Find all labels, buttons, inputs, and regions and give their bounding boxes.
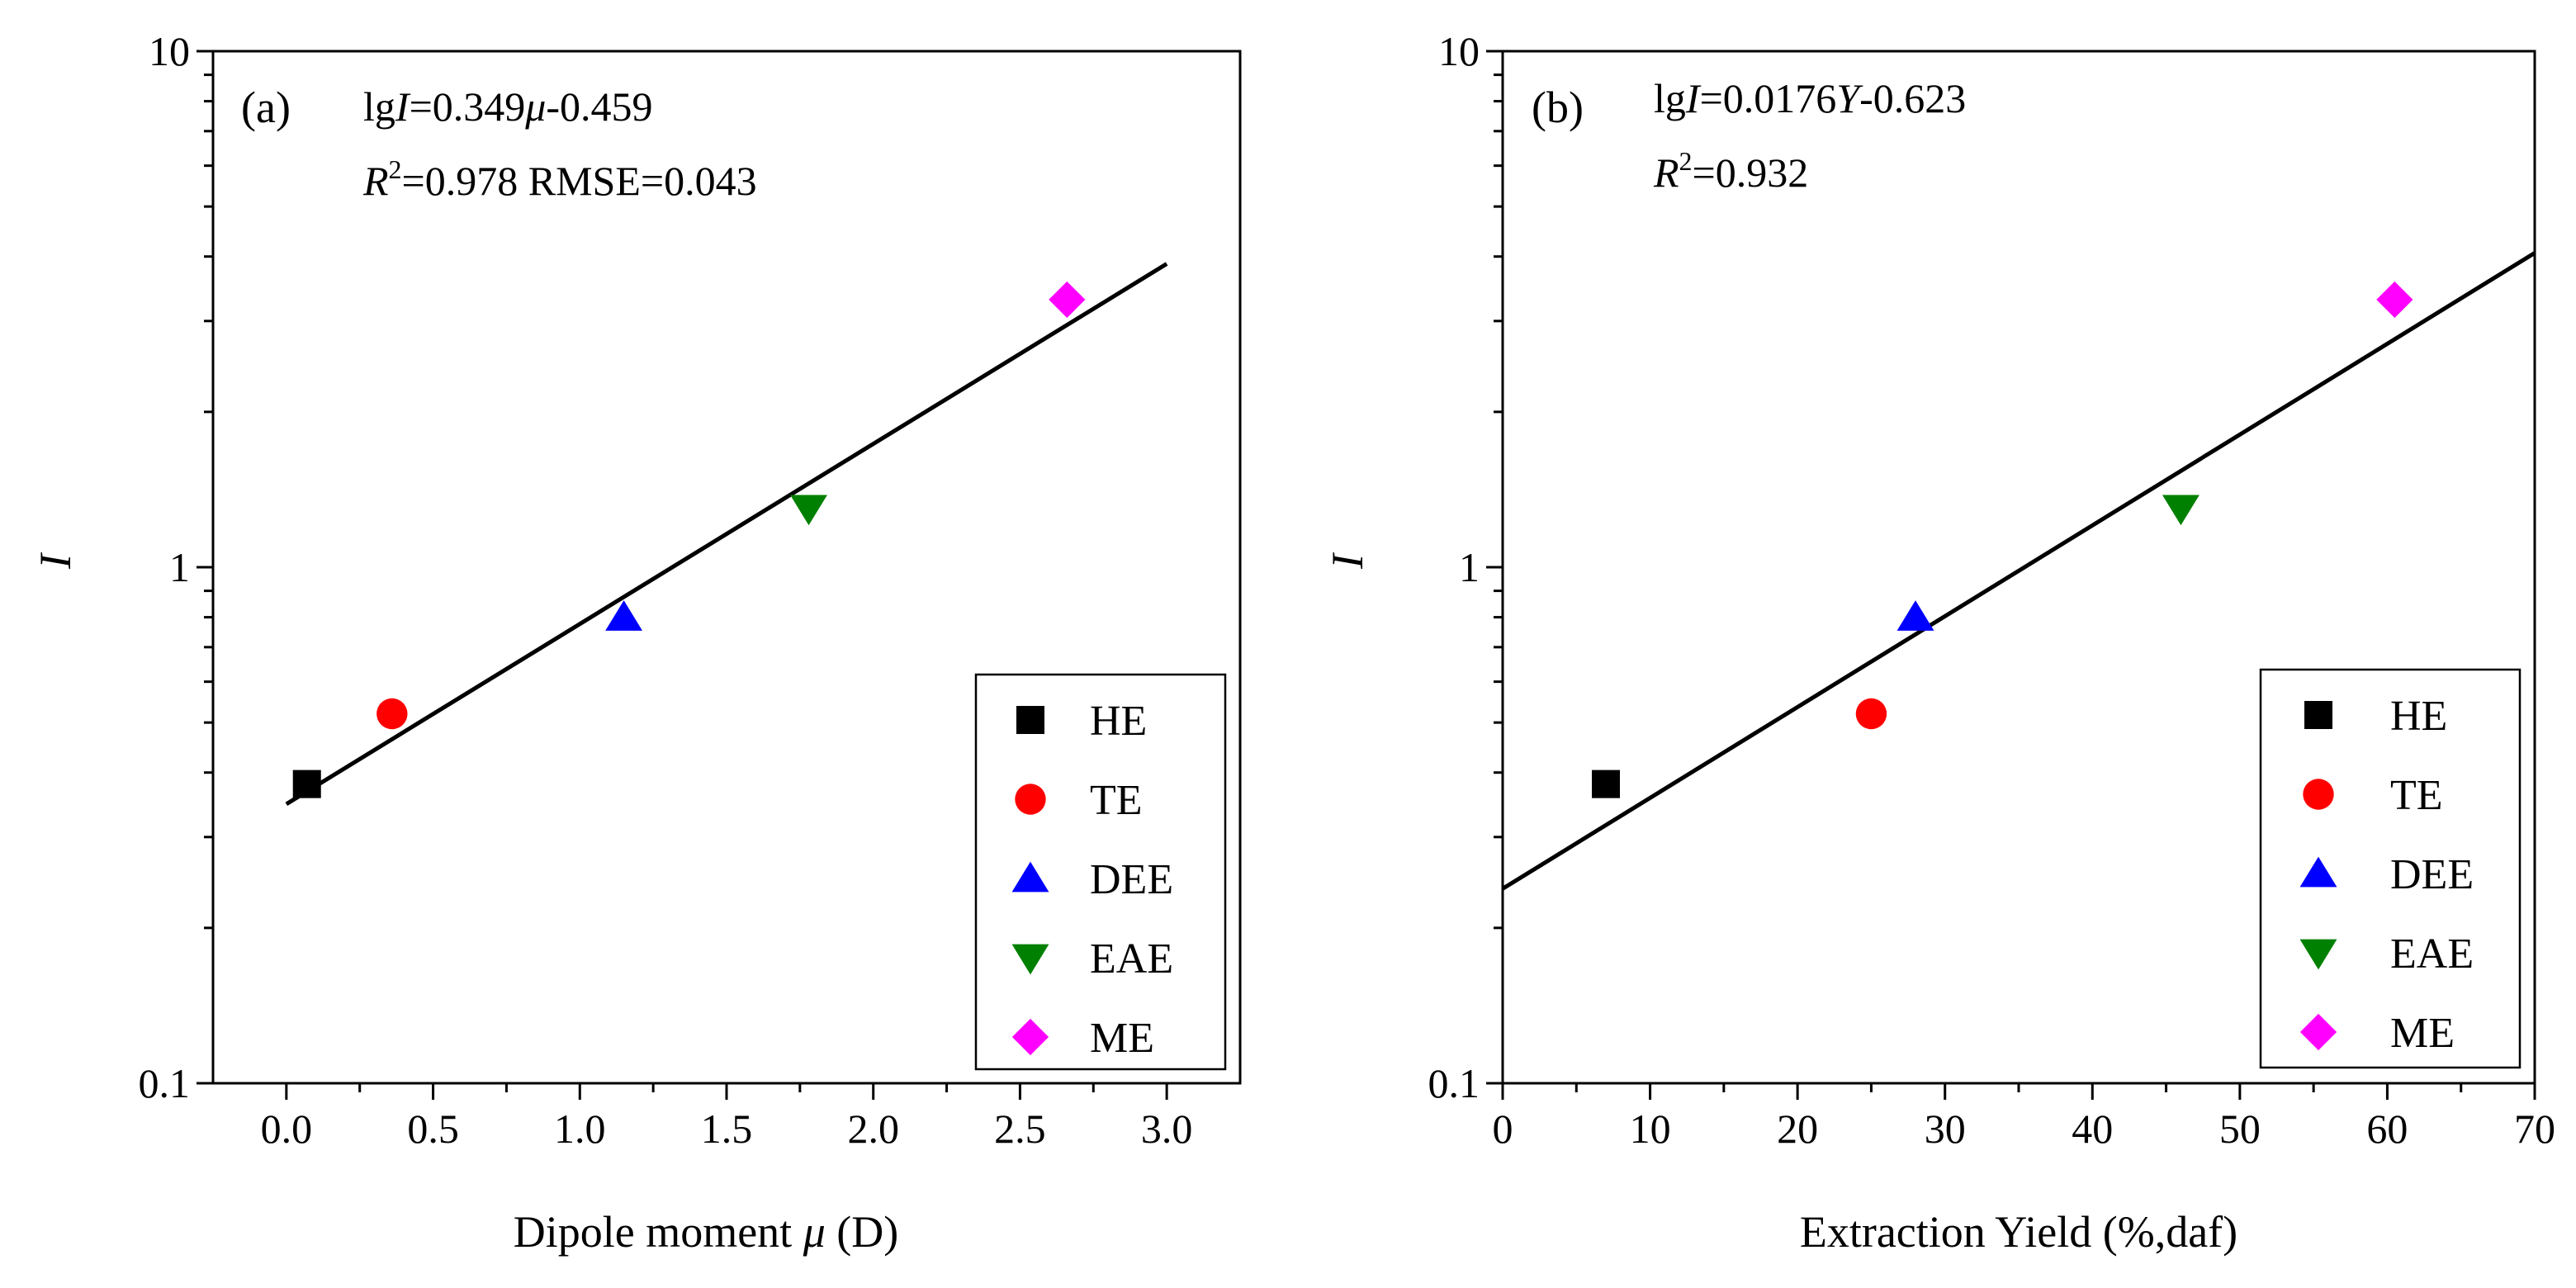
panel-a-fit-line: [285, 262, 1168, 807]
panel-b-x-tick-labels: 0 10 20 30 40 50 60 70: [1493, 1106, 2556, 1152]
panel-a-x-axis-title: Dipole moment μ (D): [514, 1207, 899, 1257]
panel-a-legend-label-he: HE: [1090, 698, 1147, 745]
panel-b-label: (b): [1532, 83, 1584, 132]
panel-a-y-axis-title: I: [31, 552, 80, 570]
panel-b-point-dee: [1896, 600, 1934, 631]
panel-a-legend-marker-eae: [1011, 944, 1049, 975]
panel-a-point-eae: [790, 495, 827, 526]
panel-a-y-tick-label: 1: [169, 544, 190, 590]
panel-b-ticks: [1486, 50, 2536, 1100]
panel-b-legend-label-he: HE: [2390, 693, 2447, 740]
panel-b-x-tick-label: 20: [1777, 1106, 1818, 1152]
panel-a-legend-box: [974, 673, 1227, 1071]
panel-a-legend-marker-dee: [1011, 861, 1049, 893]
panel-a-x-tick-label: 3.0: [1141, 1106, 1193, 1152]
panel-b-x-tick-label: 50: [2219, 1106, 2261, 1152]
panel-b-legend-label-dee: DEE: [2390, 851, 2474, 898]
panel-a-legend-label-me: ME: [1090, 1015, 1154, 1062]
panel-a-x-tick-label: 0.0: [261, 1106, 313, 1152]
panel-a-point-te: [376, 698, 408, 730]
panel-a-legend-marker-me: [1011, 1018, 1049, 1056]
panel-a-x-tick-label: 1.5: [701, 1106, 753, 1152]
panel-a-data-points: [292, 281, 1086, 798]
panel-b-legend-label-eae: EAE: [2390, 930, 2474, 978]
panel-a-label: (a): [241, 83, 291, 132]
panel-b-equation: lgI=0.0176Y-0.623: [1654, 75, 1966, 121]
panel-b-point-me: [2376, 281, 2413, 319]
panel-a-y-tick-labels: 0.1 1 10: [139, 28, 191, 1106]
panel-b-x-tick-label: 40: [2072, 1106, 2113, 1152]
panel-b-legend: HE TE DEE EAE ME: [2259, 668, 2522, 1069]
panel-b-x-tick-label: 60: [2366, 1106, 2408, 1152]
panel-b-y-axis-title: I: [1323, 552, 1372, 570]
panel-a-equation: lgI=0.349μ-0.459: [363, 83, 653, 130]
panel-b-chart: 0 10 20 30 40 50 60 70 0.1 1 10 (b) lgI=0.0176Y-0…: [1323, 28, 2555, 1257]
panel-b-legend-marker-te: [2303, 779, 2334, 810]
panel-a-legend-label-eae: EAE: [1090, 935, 1173, 983]
panel-a-x-tick-label: 0.5: [407, 1106, 459, 1152]
panel-a-legend-marker-he: [1016, 706, 1044, 734]
panel-b-fit-stats: R2=0.932: [1653, 146, 1808, 196]
panel-b-fit-line: [1501, 251, 2536, 891]
panel-b-legend-marker-dee: [2299, 856, 2337, 888]
panel-a-x-tick-label: 2.0: [847, 1106, 899, 1152]
panel-a-x-tick-label: 1.0: [554, 1106, 606, 1152]
panel-b-y-tick-label: 0.1: [1428, 1060, 1480, 1106]
panel-a-point-dee: [605, 600, 643, 631]
panel-a-chart: 0.0 0.5 1.0 1.5 2.0 2.5 3.0 0.1 1 10 (a) lgI=0.3…: [31, 28, 1242, 1257]
panel-b-legend-box: [2259, 668, 2522, 1069]
panel-b-legend-marker-me: [2299, 1013, 2337, 1051]
panel-b-point-te: [1855, 698, 1887, 730]
panel-a-x-tick-labels: 0.0 0.5 1.0 1.5 2.0 2.5 3.0: [261, 1106, 1193, 1152]
panel-b-point-eae: [2162, 495, 2200, 526]
panel-b-legend-label-me: ME: [2390, 1010, 2455, 1057]
panel-b-x-tick-label: 0: [1493, 1106, 1513, 1152]
panel-a-ticks: [197, 50, 1168, 1100]
panel-b-legend-items: HE TE DEE EAE ME: [2299, 693, 2474, 1057]
panel-a-fit-stats: R2=0.978 RMSE=0.043: [362, 154, 757, 204]
panel-b-y-tick-labels: 0.1 1 10: [1428, 28, 1480, 1106]
panel-b-x-tick-label: 30: [1925, 1106, 1966, 1152]
panel-b-x-tick-label: 70: [2514, 1106, 2555, 1152]
panel-b-y-tick-label: 10: [1438, 28, 1480, 74]
panel-b-x-axis-title: Extraction Yield (%,daf): [1800, 1207, 2237, 1257]
panel-a-y-tick-label: 0.1: [139, 1060, 191, 1106]
panel-a-point-me: [1049, 281, 1086, 319]
panel-a-point-he: [292, 769, 321, 798]
panel-a-legend-label-dee: DEE: [1090, 856, 1173, 903]
panel-b-x-tick-label: 10: [1630, 1106, 1671, 1152]
panel-b-legend-marker-eae: [2299, 939, 2337, 970]
panel-a-x-tick-label: 2.5: [994, 1106, 1046, 1152]
panel-b-data-points: [1592, 281, 2413, 798]
panel-b-legend-label-te: TE: [2390, 772, 2443, 819]
panel-a-legend-label-te: TE: [1090, 777, 1143, 824]
panel-a-legend-items: HE TE DEE EAE ME: [1011, 698, 1173, 1062]
panel-a-legend-marker-te: [1015, 784, 1046, 815]
panel-b-point-he: [1592, 769, 1620, 798]
panel-a-legend: HE TE DEE EAE ME: [974, 673, 1227, 1071]
panel-b-y-tick-label: 1: [1459, 544, 1480, 590]
panel-a-y-tick-label: 10: [149, 28, 190, 74]
panel-b-legend-marker-he: [2304, 701, 2332, 729]
